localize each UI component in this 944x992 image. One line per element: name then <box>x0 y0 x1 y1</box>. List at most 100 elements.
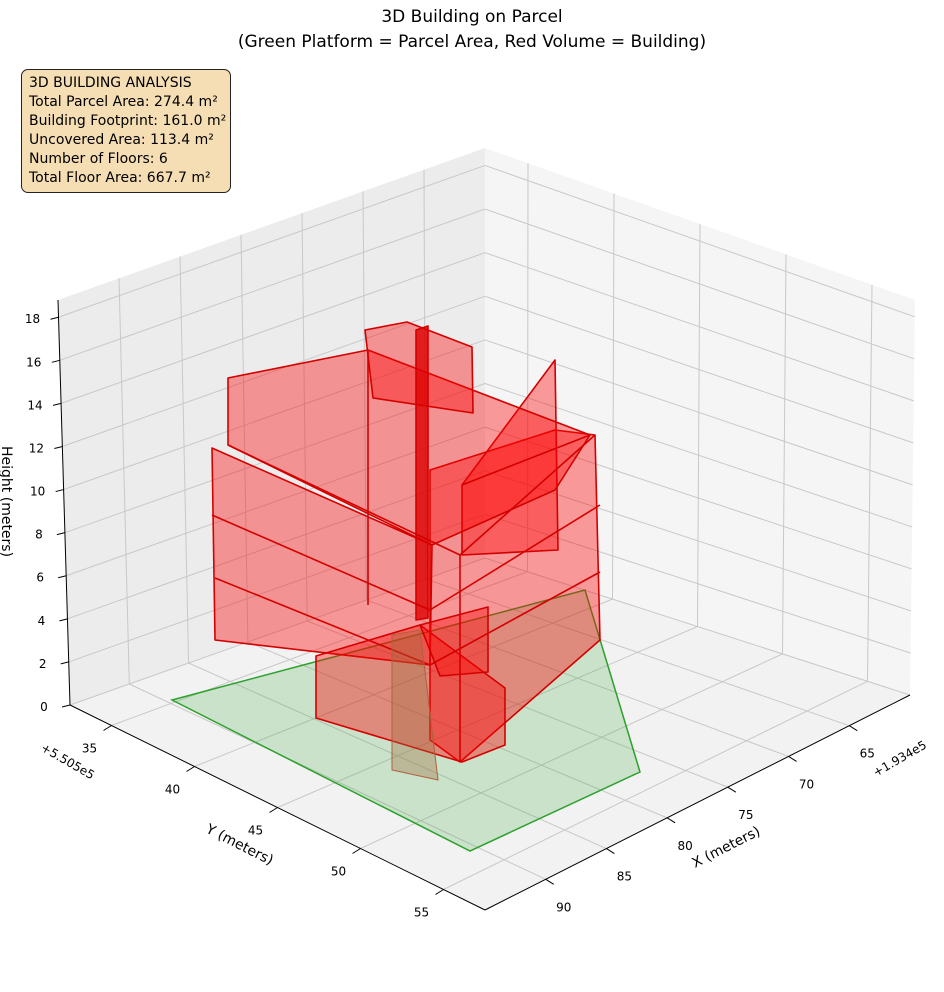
grid-line <box>867 284 873 682</box>
x-tick <box>666 817 676 824</box>
parcel-platform <box>169 589 641 852</box>
z-tick <box>55 489 64 493</box>
floor-line <box>211 504 601 611</box>
x-tick <box>727 786 737 793</box>
x-tick-label: 65 <box>860 747 875 761</box>
z-tick-label: 16 <box>26 355 41 369</box>
grid-line <box>179 256 190 664</box>
y-tick-label: 45 <box>248 824 263 838</box>
z-tick <box>56 532 66 536</box>
x-tick-label: 80 <box>678 839 693 853</box>
grid-line <box>62 295 486 447</box>
floor-pane <box>70 558 910 910</box>
z-tick-label: 18 <box>25 312 40 326</box>
building-volume <box>211 321 601 763</box>
y-tick <box>352 848 361 854</box>
x-tick <box>788 756 797 762</box>
z-tick-label: 14 <box>27 398 42 412</box>
z-tick-label: 10 <box>30 485 45 499</box>
right-pane <box>485 148 915 695</box>
grid-line <box>111 571 528 726</box>
x-tick <box>849 725 858 732</box>
info-heading: 3D BUILDING ANALYSIS <box>29 75 192 91</box>
y-tick-label: 50 <box>331 865 346 879</box>
z-tick <box>52 402 62 406</box>
floor-line <box>461 434 591 486</box>
grid-line <box>59 208 486 361</box>
grid-line <box>484 339 913 486</box>
z-tick <box>61 704 71 708</box>
grid-line <box>58 164 486 318</box>
z-tick-label: 12 <box>29 441 44 455</box>
chart-title: 3D Building on Parcel <box>381 7 563 27</box>
grid-line <box>484 470 912 612</box>
y-axis-label: Y (meters) <box>202 821 276 869</box>
grid-line <box>443 680 868 890</box>
z-tick <box>54 446 63 449</box>
building-lower-notch <box>419 606 489 677</box>
z-tick <box>50 316 59 320</box>
grid-line <box>360 653 783 849</box>
z-axis-line <box>57 299 71 706</box>
grid-line <box>484 295 914 444</box>
y-tick-label: 40 <box>165 783 180 797</box>
grid-line <box>484 557 911 696</box>
grid-line <box>484 164 915 318</box>
x-tick-label: 75 <box>738 808 753 822</box>
chart-subtitle: (Green Platform = Parcel Area, Red Volum… <box>237 32 707 52</box>
z-axis-label: Height (meters) <box>0 446 14 557</box>
grid-line <box>301 213 308 622</box>
grid-line <box>63 339 486 491</box>
x-offset-label: +1.934e5 <box>871 738 929 780</box>
x-tick-label: 85 <box>617 870 632 884</box>
z-tick <box>59 618 68 622</box>
z-tick <box>60 661 69 665</box>
analysis-info-box: 3D BUILDING ANALYSIS Total Parcel Area: … <box>21 69 231 193</box>
info-line: Total Floor Area: 667.7 m² <box>29 170 211 186</box>
grid-line <box>697 223 701 627</box>
grid-line <box>64 383 486 534</box>
info-line: Total Parcel Area: 274.4 m² <box>29 94 218 110</box>
grid-line <box>527 163 529 572</box>
grid-line <box>194 598 613 767</box>
grid-line <box>66 426 486 577</box>
grid-line <box>240 234 249 643</box>
axis-panes <box>58 148 915 910</box>
info-line: Building Footprint: 161.0 m² <box>29 113 227 129</box>
z-tick-label: 0 <box>40 700 48 714</box>
grid-line <box>118 278 130 685</box>
building-spike <box>415 325 429 621</box>
y-tick <box>269 807 278 813</box>
x-tick <box>545 878 554 885</box>
z-tick <box>51 359 60 363</box>
grid-line <box>362 191 367 601</box>
grid-line <box>277 626 698 808</box>
y-tick-label: 55 <box>414 906 429 920</box>
x-axis-line <box>484 694 911 911</box>
left-pane <box>58 148 485 705</box>
z-tick-label: 2 <box>39 657 47 671</box>
y-tick <box>186 766 195 772</box>
z-tick-label: 4 <box>38 614 46 628</box>
grid-line <box>60 252 486 404</box>
x-tick-label: 90 <box>556 900 571 914</box>
z-tick <box>58 575 67 579</box>
x-axis-label: X (meters) <box>690 824 764 872</box>
grid-line <box>612 193 615 600</box>
x-tick-label: 70 <box>799 777 814 791</box>
grid-line <box>484 252 914 402</box>
grid-line <box>484 208 915 360</box>
y-tick <box>103 725 112 731</box>
y-tick <box>435 889 444 895</box>
axes <box>50 299 911 911</box>
grid-line <box>484 513 911 654</box>
tick-labels: 35 40 45 50 55 65 70 75 80 85 90 0 2 4 6 8 10 12 14 16 18 <box>25 312 875 919</box>
y-tick-label: 35 <box>82 742 97 756</box>
grid-line <box>782 254 787 654</box>
building-base-shadow <box>391 629 439 781</box>
z-tick-label: 6 <box>36 571 44 585</box>
info-line: Number of Floors: 6 <box>29 151 168 167</box>
info-line: Uncovered Area: 113.4 m² <box>29 132 214 148</box>
z-tick-label: 8 <box>35 528 43 542</box>
